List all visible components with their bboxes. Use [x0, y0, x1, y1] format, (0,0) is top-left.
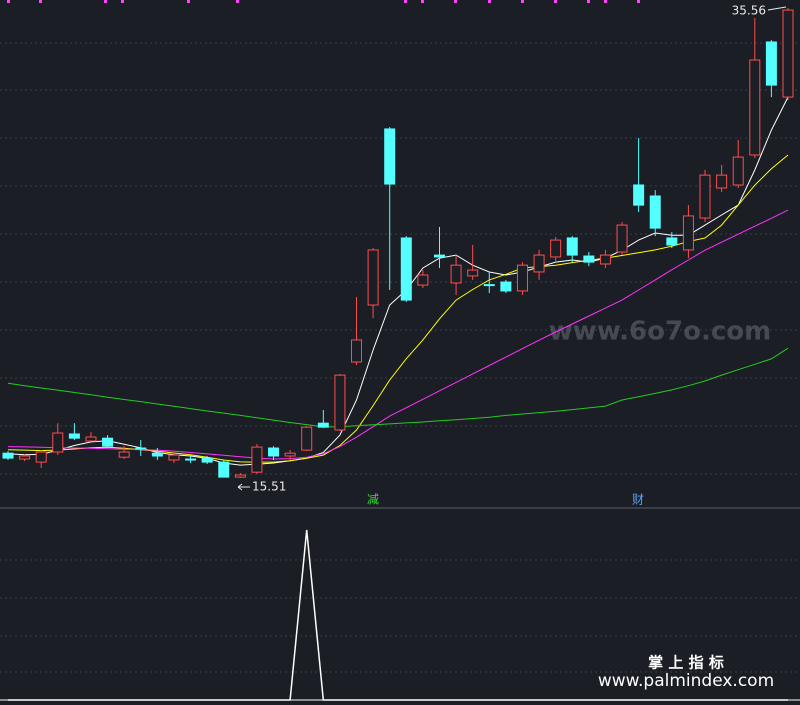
candle-body: [85, 436, 97, 442]
moving-average: [7, 96, 789, 466]
annotation: 财: [632, 493, 644, 507]
candle-body: [699, 174, 711, 219]
candle-body: [749, 59, 761, 156]
candle-body: [135, 447, 147, 450]
candle-body: [351, 339, 363, 363]
candle-body: [334, 374, 346, 431]
moving-average: [7, 347, 789, 428]
watermark: www.palmindex.com: [598, 671, 774, 691]
candle-body: [301, 426, 313, 451]
candle-body: [168, 454, 180, 461]
candle-body: [765, 41, 777, 86]
moving-average: [7, 154, 789, 463]
candle-body: [400, 237, 412, 301]
moving-average: [7, 209, 789, 460]
candle-body: [483, 284, 495, 287]
candle-body: [566, 237, 578, 256]
indicator-line: [8, 529, 788, 701]
candle-body: [616, 224, 628, 253]
watermark: www.6o7o.com: [549, 317, 771, 347]
candle-body: [500, 281, 512, 292]
candle-body: [682, 215, 694, 251]
candle-body: [234, 474, 246, 478]
candle-body: [732, 156, 744, 186]
candle-body: [118, 451, 130, 458]
candle-body: [782, 9, 794, 98]
high-arrow: [767, 6, 787, 11]
candle-body: [716, 174, 728, 189]
high-label: 35.56: [732, 4, 766, 18]
annotation: 减: [367, 493, 379, 507]
watermark: 掌 上 指 标: [648, 654, 724, 672]
low-label: 15.51: [252, 480, 286, 494]
candle-body: [19, 455, 31, 460]
plot: [0, 7, 800, 701]
candle-body: [666, 237, 678, 246]
candle-body: [649, 195, 661, 229]
candle-body: [218, 461, 230, 478]
candle-body: [533, 254, 545, 273]
candle-body: [433, 254, 445, 258]
candle-body: [550, 239, 562, 258]
candle-body: [102, 437, 114, 447]
candle-body: [2, 452, 14, 459]
candle-body: [384, 128, 396, 185]
top-markers: [7, 0, 640, 3]
candle-body: [599, 254, 611, 265]
candle-body: [52, 432, 64, 453]
candle-body: [417, 274, 429, 286]
candle-body: [35, 451, 47, 463]
candle-body: [68, 433, 80, 439]
candle-body: [251, 446, 263, 473]
candle-body: [367, 249, 379, 306]
candle-body: [450, 264, 462, 284]
candle-body: [633, 184, 645, 206]
candle-body: [201, 457, 213, 463]
candle-body: [516, 264, 528, 292]
grid: [0, 42, 800, 673]
candle-body: [185, 458, 197, 461]
candle-body: [467, 269, 479, 277]
candle-body: [284, 452, 296, 457]
candle-body: [151, 452, 163, 457]
candle-body: [583, 255, 595, 263]
candle-body: [317, 422, 329, 428]
candle-body: [268, 447, 280, 457]
low-arrow-head: [237, 483, 243, 491]
